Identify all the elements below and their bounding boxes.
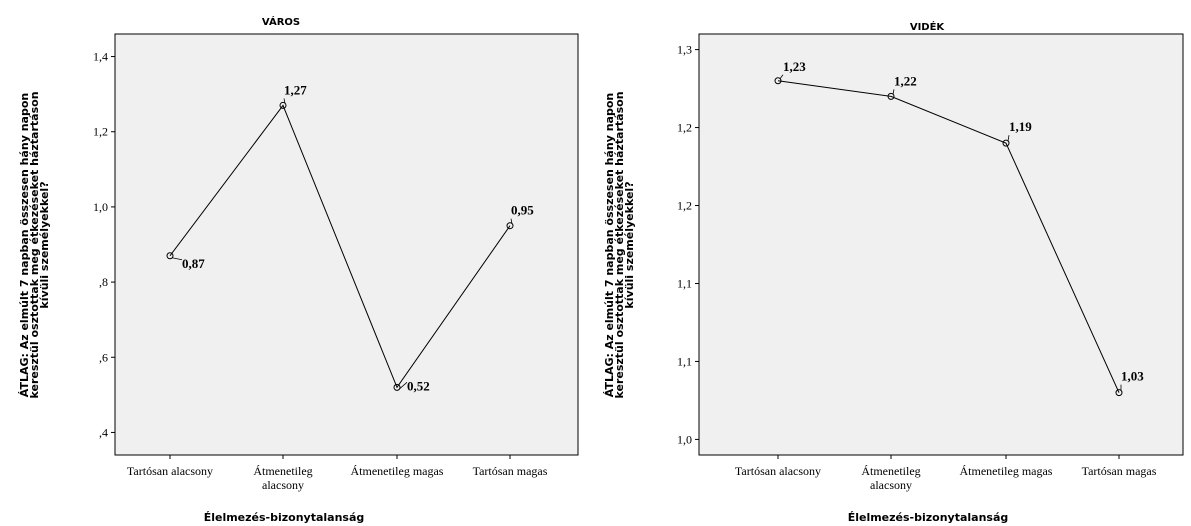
data-label-leader [398, 382, 408, 390]
data-label-leader [283, 98, 286, 104]
x-tick-label: Átmenetileg [861, 464, 920, 478]
data-label: 0,87 [182, 256, 205, 271]
data-label-leader [1007, 135, 1010, 142]
x-tick-label: Átmenetileg [253, 464, 312, 478]
y-tick-label: 1,4 [93, 50, 108, 64]
chart-panel-2: VIDÉK 1,0 1,1 1,1 1,2 1,2 1,3 Tartósan alacsony… [603, 20, 1184, 524]
data-label-leader [892, 89, 895, 95]
y-axis-label-line: keresztül osztottak meg étkezéseket házt… [613, 91, 626, 398]
y-axis-label-line: ÁTLAG: Az elmúlt 7 napban összesen hány … [603, 93, 616, 397]
x-axis-label: Élelmezés-bizonytalanság [848, 511, 1009, 524]
data-point [774, 77, 782, 85]
data-point [1115, 389, 1123, 397]
data-point [887, 92, 895, 100]
y-tick-label: 1,0 [677, 432, 692, 446]
data-label: 1,03 [1121, 369, 1144, 384]
chart-title: VÁROS [262, 15, 300, 28]
y-tick-label: 1,1 [677, 354, 692, 368]
chart-panel-1: VÁROS ,4 ,6 ,8 1,0 1,2 1,4 Tartósan alacsony Átm… [18, 15, 579, 524]
y-tick-label: 1,2 [93, 125, 108, 139]
y-axis-label: ÁTLAG: Az elmúlt 7 napban összesen hány … [603, 91, 636, 398]
series-line [777, 80, 1120, 393]
data-point [166, 252, 174, 260]
data-label-leader [510, 218, 513, 224]
y-axis-label: ÁTLAG: Az elmúlt 7 napban összesen hány … [18, 91, 51, 398]
series-line [169, 104, 511, 389]
x-axis-label: Élelmezés-bizonytalanság [204, 511, 365, 524]
y-tick-label: ,8 [99, 275, 108, 289]
data-point [279, 101, 287, 109]
chart-title: VIDÉK [910, 20, 946, 33]
data-point [1002, 139, 1010, 147]
data-label: 1,19 [1009, 119, 1032, 134]
y-tick-label: 1,0 [93, 200, 108, 214]
data-point [506, 222, 514, 230]
y-tick-label: 1,2 [677, 121, 692, 135]
x-tick-label: alacsony [870, 478, 912, 492]
y-axis-label-line: keresztül osztottak meg étkezéseket házt… [28, 91, 41, 398]
y-tick-label: ,6 [99, 350, 108, 364]
y-tick-label: 1,3 [677, 43, 692, 57]
x-tick-label: Tartósan magas [1082, 464, 1157, 478]
x-tick-label: alacsony [262, 478, 304, 492]
x-tick-label: Tartósan alacsony [735, 464, 821, 478]
data-label: 0,95 [511, 203, 534, 218]
y-tick-label: ,4 [99, 425, 108, 439]
data-point [393, 383, 401, 391]
y-axis-label-line: kívüli személyekkel? [623, 181, 636, 308]
data-label: 1,27 [284, 82, 307, 97]
y-axis-label-line: ÁTLAG: Az elmúlt 7 napban összesen hány … [18, 93, 31, 397]
x-tick-label: Átmenetileg magas [351, 464, 444, 478]
data-label: 1,22 [894, 73, 917, 88]
data-label-leader [171, 257, 183, 261]
x-tick-label: Tartósan alacsony [127, 464, 213, 478]
x-tick-label: Átmenetileg magas [960, 464, 1053, 478]
y-axis-label-line: kívüli személyekkel? [38, 181, 51, 308]
plot-area [114, 33, 579, 456]
data-label: 1,23 [783, 59, 806, 74]
x-tick-label: Tartósan magas [473, 464, 548, 478]
plot-area [698, 33, 1184, 456]
y-tick-label: 1,2 [677, 199, 692, 213]
y-tick-label: 1,1 [677, 276, 692, 290]
data-label-leader [779, 74, 784, 80]
data-label: 0,52 [407, 378, 430, 393]
